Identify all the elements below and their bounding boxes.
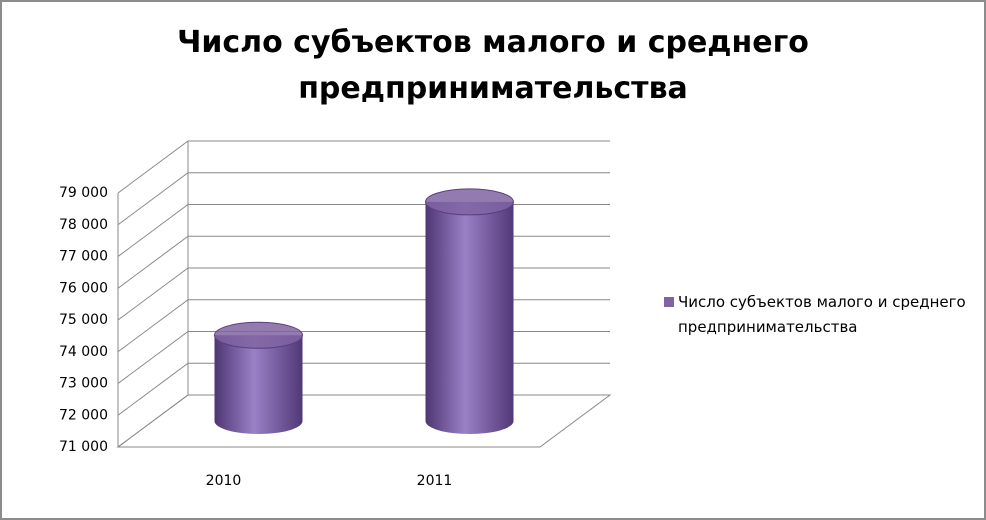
x-tick-label: 2010 [206,473,242,489]
y-tick-label: 77 000 [59,249,108,265]
bar [425,188,514,435]
bar [214,321,303,435]
legend-swatch [664,297,674,307]
bar-top [214,321,303,349]
bar-body [214,335,303,435]
x-tick-label: 2011 [417,473,453,489]
bar-body [425,201,514,435]
y-tick-label: 74 000 [59,344,108,360]
y-tick-label: 71 000 [59,439,108,455]
legend-label: Число субъектов малого и среднего предпр… [678,293,966,336]
y-tick-label: 79 000 [59,185,108,201]
y-tick-label: 76 000 [59,280,108,296]
grid-line [117,172,610,226]
y-tick-label: 73 000 [59,376,108,392]
bar-top [425,188,514,216]
y-tick-label: 78 000 [59,217,108,233]
grid-line [117,140,610,194]
y-tick-label: 72 000 [59,407,108,423]
chart-title: Число субъектов малого и среднего предпр… [177,25,809,106]
y-tick-label: 75 000 [59,312,108,328]
